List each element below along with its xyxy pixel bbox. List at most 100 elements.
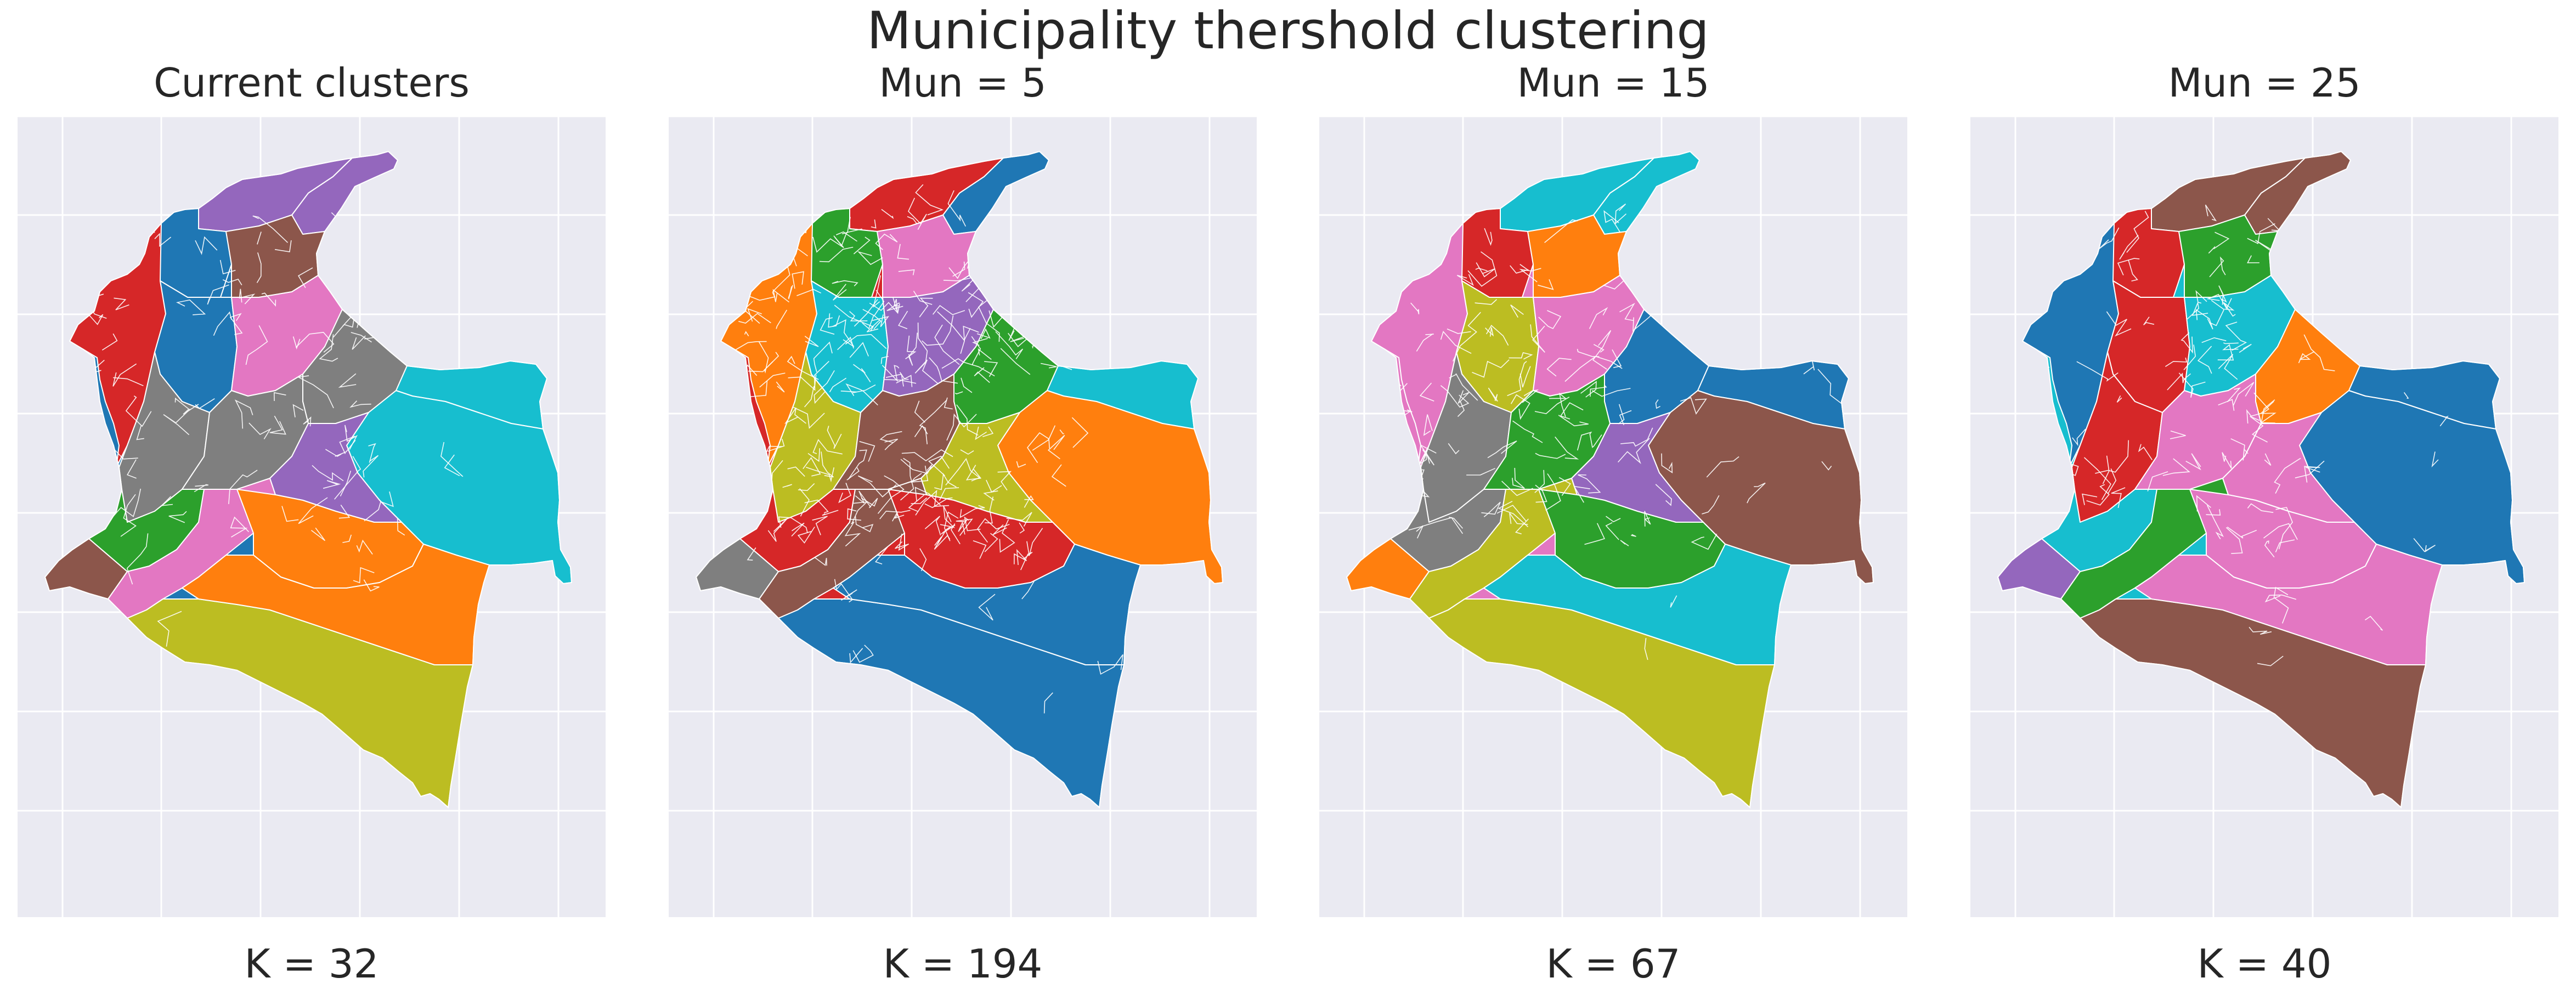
municipality-boundary: [1024, 495, 1034, 508]
municipality-boundary: [2209, 256, 2226, 278]
municipality-boundary: [1040, 363, 1057, 369]
municipality-boundary: [1475, 268, 1488, 272]
municipality-boundary: [2239, 343, 2252, 353]
municipality-boundary: [2247, 223, 2275, 245]
municipality-boundary: [837, 336, 854, 351]
municipality-boundary: [1555, 436, 1579, 460]
municipality-boundary: [1591, 388, 1631, 397]
municipality-boundary: [1021, 580, 1035, 600]
municipality-boundary: [1440, 331, 1472, 354]
panel-title: Mun = 5: [879, 60, 1046, 106]
municipality-boundary: [992, 524, 1007, 535]
municipality-boundary: [999, 519, 1015, 553]
municipality-boundary: [239, 289, 256, 304]
municipality-boundary: [1510, 394, 1530, 420]
municipality-boundary: [368, 443, 376, 463]
municipality-boundary: [1538, 279, 1554, 290]
municipality-boundary: [1584, 523, 1606, 545]
municipality-boundary: [195, 236, 218, 255]
municipality-boundary: [852, 645, 874, 663]
municipality-boundary: [1475, 299, 1498, 305]
municipality-boundary: [1456, 274, 1474, 286]
municipality-boundary: [900, 459, 933, 474]
municipality-boundary: [1619, 410, 1632, 426]
municipality-boundary: [245, 325, 268, 365]
municipality-boundary: [1577, 431, 1592, 451]
municipality-boundary: [869, 302, 900, 314]
municipality-boundary: [995, 331, 1024, 359]
municipality-boundary: [947, 190, 967, 227]
municipality-boundary: [256, 252, 262, 284]
municipality-boundary: [1510, 264, 1529, 274]
municipality-boundary: [2098, 227, 2120, 250]
municipality-boundary: [2072, 428, 2086, 447]
panel-xlabel: K = 194: [883, 941, 1043, 987]
municipality-boundary: [1014, 549, 1027, 565]
municipality-boundary: [352, 335, 366, 350]
municipality-boundary: [827, 426, 842, 449]
municipality-boundary: [973, 540, 987, 559]
municipality-boundary: [913, 290, 933, 305]
municipality-boundary: [2117, 258, 2140, 276]
municipality-boundary: [2274, 457, 2301, 494]
municipality-boundary: [821, 451, 834, 478]
cluster-map: [1998, 151, 2524, 807]
municipality-boundary: [1592, 330, 1612, 370]
municipality-boundary: [2264, 453, 2272, 466]
municipality-boundary: [964, 516, 981, 532]
municipality-boundary: [1487, 440, 1517, 459]
municipality-boundary: [2217, 344, 2239, 361]
municipality-boundary: [853, 236, 871, 255]
municipality-boundary: [1534, 397, 1570, 414]
municipality-boundary: [960, 449, 974, 455]
municipality-boundary: [2208, 299, 2225, 326]
municipality-boundary: [2298, 351, 2315, 364]
municipality-boundary: [2261, 399, 2275, 423]
municipality-boundary: [2195, 290, 2207, 304]
municipality-boundary: [983, 490, 998, 501]
municipality-boundary: [919, 548, 927, 572]
municipality-boundary: [1544, 219, 1578, 244]
municipality-boundary: [922, 315, 954, 346]
municipality-boundary: [1512, 467, 1525, 489]
municipality-boundary: [1047, 434, 1065, 460]
municipality-boundary: [908, 197, 927, 230]
municipality-boundary: [2264, 594, 2297, 603]
municipality-boundary: [791, 522, 805, 537]
municipality-boundary: [1400, 409, 1413, 419]
municipality-boundary: [997, 471, 1012, 491]
municipality-boundary: [857, 475, 897, 498]
municipality-boundary: [127, 459, 137, 479]
municipality-boundary: [882, 365, 900, 382]
municipality-boundary: [959, 505, 985, 518]
municipality-boundary: [782, 484, 792, 488]
panel-xlabel: K = 40: [2197, 941, 2332, 987]
municipality-boundary: [261, 292, 276, 307]
municipality-boundary: [2413, 538, 2436, 552]
municipality-boundary: [929, 357, 958, 384]
panel-xlabel: K = 32: [245, 941, 379, 987]
municipality-boundary: [924, 497, 953, 508]
municipality-boundary: [886, 302, 903, 312]
municipality-boundary: [1644, 638, 1648, 660]
municipality-boundary: [872, 314, 890, 327]
municipality-boundary: [1691, 533, 1718, 550]
municipality-boundary: [1423, 414, 1433, 436]
municipality-boundary: [101, 333, 118, 351]
municipality-boundary: [2083, 457, 2111, 500]
municipality-boundary: [1620, 540, 1629, 546]
municipality-boundary: [812, 516, 828, 535]
municipality-boundary: [943, 278, 971, 281]
municipality-boundary: [2201, 337, 2227, 343]
municipality-boundary: [984, 533, 998, 552]
municipality-boundary: [2195, 309, 2213, 330]
municipality-boundary: [915, 489, 950, 516]
municipality-boundary: [954, 391, 963, 394]
country-outline: [695, 150, 1224, 809]
municipality-boundary: [1498, 501, 1529, 528]
municipality-boundary: [1496, 505, 1527, 522]
municipality-boundary: [1619, 302, 1635, 321]
municipality-boundary: [2086, 484, 2110, 506]
municipality-boundary: [1466, 468, 1495, 476]
municipality-boundary: [796, 289, 822, 296]
